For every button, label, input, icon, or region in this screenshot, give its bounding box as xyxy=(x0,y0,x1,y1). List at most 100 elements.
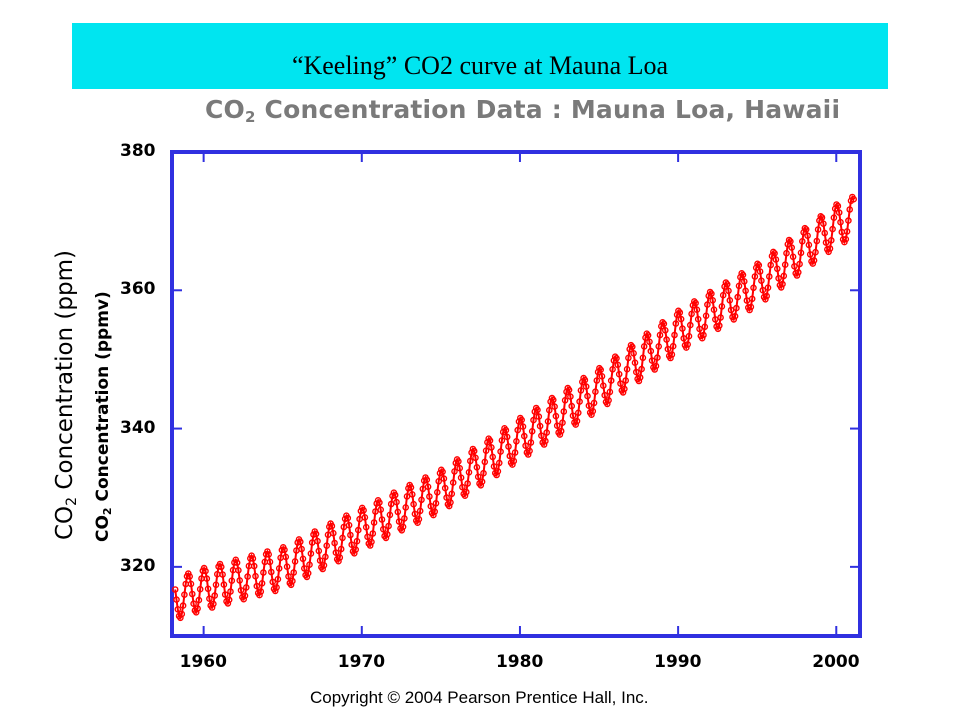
co2-data-point xyxy=(290,569,298,576)
co2-data-point xyxy=(550,396,557,404)
co2-data-point xyxy=(498,437,506,444)
co2-data-point xyxy=(543,429,551,436)
co2-data-point xyxy=(785,236,793,244)
co2-data-point xyxy=(635,377,643,385)
co2-data-point xyxy=(519,423,527,430)
co2-data-point xyxy=(368,538,375,546)
co2-data-point xyxy=(505,443,512,450)
co2-data-point xyxy=(291,558,299,565)
co2-data-point xyxy=(528,427,536,435)
co2-data-point xyxy=(235,567,242,574)
co2-data-point xyxy=(662,326,669,334)
co2-data-point xyxy=(462,488,470,496)
co2-data-point xyxy=(573,417,581,425)
co2-data-point xyxy=(605,396,612,404)
co2-data-point xyxy=(771,249,778,257)
co2-data-point xyxy=(565,386,573,394)
co2-data-point xyxy=(655,343,663,350)
co2-data-point xyxy=(780,272,788,280)
co2-data-point xyxy=(601,391,609,399)
co2-data-point xyxy=(335,557,342,565)
co2-data-point xyxy=(748,295,756,303)
slide-title: “Keeling” CO2 curve at Mauna Loa xyxy=(291,51,669,80)
co2-data-point xyxy=(221,591,229,598)
co2-data-point xyxy=(837,218,844,226)
co2-data-point xyxy=(589,407,597,415)
co2-data-point xyxy=(684,341,692,348)
co2-data-point xyxy=(812,248,819,256)
co2-data-point xyxy=(423,476,431,484)
co2-data-point xyxy=(646,338,653,346)
co2-data-point xyxy=(648,357,656,364)
co2-data-point xyxy=(385,522,392,530)
co2-data-point xyxy=(727,306,735,314)
co2-data-point xyxy=(718,303,726,310)
co2-data-point xyxy=(668,351,676,358)
co2-data-point xyxy=(526,447,533,455)
co2-data-point xyxy=(846,206,854,213)
co2-data-point xyxy=(764,284,772,292)
co2-data-point xyxy=(576,398,583,405)
co2-data-point xyxy=(344,514,352,522)
co2-data-point xyxy=(360,506,367,514)
co2-data-point xyxy=(387,500,395,508)
co2-data-point xyxy=(472,454,479,462)
co2-data-point xyxy=(399,523,407,531)
co2-data-point xyxy=(557,427,565,435)
co2-data-point xyxy=(810,257,818,264)
co2-data-point xyxy=(615,370,623,378)
co2-data-point xyxy=(347,531,354,539)
co2-data-point xyxy=(568,402,576,410)
co2-data-point xyxy=(685,332,693,340)
co2-data-point xyxy=(242,584,250,591)
co2-data-point xyxy=(260,569,267,576)
co2-data-point xyxy=(439,468,446,476)
co2-data-point xyxy=(225,596,233,604)
co2-series-line xyxy=(174,194,855,620)
co2-data-point xyxy=(663,336,670,343)
co2-data-point xyxy=(383,531,391,538)
co2-data-point xyxy=(190,600,197,608)
co2-data-point xyxy=(177,614,184,622)
co2-data-point xyxy=(679,325,686,332)
chart-title-subscript: 2 xyxy=(245,108,256,126)
co2-data-point xyxy=(592,388,599,396)
co2-data-point xyxy=(316,557,324,564)
co2-data-point xyxy=(813,237,821,245)
co2-data-point xyxy=(842,235,850,243)
co2-data-point xyxy=(639,354,647,362)
co2-data-point xyxy=(401,515,408,522)
co2-data-point xyxy=(282,553,290,561)
co2-data-point xyxy=(693,306,701,314)
co2-data-point xyxy=(521,432,528,440)
y-tick-label: 360 xyxy=(120,279,156,300)
co2-data-point xyxy=(607,377,615,384)
co2-data-point xyxy=(614,361,622,369)
co2-data-point xyxy=(677,315,685,323)
co2-data-point xyxy=(726,296,734,304)
co2-data-point xyxy=(775,274,782,282)
co2-data-point xyxy=(795,268,802,276)
co2-data-point xyxy=(488,444,495,451)
co2-data-point xyxy=(369,530,377,537)
co2-data-point xyxy=(694,315,702,323)
co2-data-point xyxy=(194,605,201,612)
co2-data-point xyxy=(457,474,465,482)
co2-data-point xyxy=(801,224,809,232)
co2-data-point xyxy=(654,354,661,361)
co2-data-point xyxy=(597,366,605,374)
co2-data-point xyxy=(448,490,456,498)
co2-data-point xyxy=(814,226,822,233)
co2-data-point xyxy=(331,539,338,547)
co2-data-point xyxy=(746,306,753,314)
co2-data-point xyxy=(418,496,425,504)
co2-data-point xyxy=(449,479,457,486)
co2-data-point xyxy=(669,342,677,350)
co2-data-point xyxy=(494,467,502,475)
co2-data-point xyxy=(623,365,631,373)
co2-data-point xyxy=(312,530,320,538)
co2-data-point xyxy=(236,577,243,584)
co2-data-point xyxy=(345,521,353,529)
co2-data-point xyxy=(552,412,560,420)
co2-data-point xyxy=(820,220,827,227)
